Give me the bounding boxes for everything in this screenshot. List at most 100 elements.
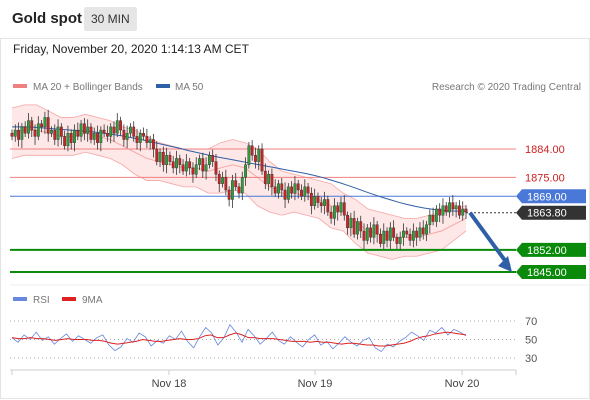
candle-body [448, 202, 451, 213]
ma50-legend-swatch [156, 84, 170, 88]
candle-body [247, 145, 251, 165]
candle-body [326, 199, 330, 213]
candle [119, 116, 122, 136]
candle-body [379, 233, 382, 244]
candle-body [217, 174, 221, 184]
candle-body [23, 126, 27, 134]
candle-body [398, 237, 402, 244]
candle-body [86, 126, 90, 134]
candle-body [388, 227, 392, 241]
candle [234, 172, 238, 191]
candle-body [293, 183, 297, 194]
candle [336, 201, 340, 221]
candle [79, 119, 83, 142]
candle [46, 109, 50, 142]
candle-body [79, 123, 83, 137]
ma50-legend-label: MA 50 [175, 82, 204, 93]
candle-body [178, 158, 182, 165]
level-label-text: 1863.80 [527, 208, 567, 220]
candle-body [20, 126, 24, 140]
candle-body [349, 218, 353, 229]
candle [385, 227, 389, 248]
candle-body [405, 230, 409, 235]
level-label-text: 1869.00 [527, 191, 567, 203]
candle [444, 201, 448, 216]
candle [240, 171, 244, 201]
candle-body [122, 129, 126, 140]
candle [138, 129, 142, 152]
x-axis: Nov 18 Nov 19 Nov 20 [11, 370, 517, 390]
candle-body [458, 205, 461, 216]
candle-body [201, 158, 205, 172]
candle [155, 141, 159, 166]
candle-body [129, 126, 132, 134]
candle [405, 227, 409, 238]
candle-body [36, 123, 40, 137]
level-label-text: 1852.00 [527, 245, 567, 257]
candle-body [138, 133, 142, 143]
candle [86, 119, 90, 142]
candle [194, 157, 198, 179]
candle-body [431, 215, 435, 222]
candle-body [161, 151, 165, 165]
candle [132, 121, 136, 142]
candle [33, 124, 37, 145]
candle [461, 201, 465, 221]
rsi-tick-label: 30 [525, 353, 537, 365]
candle-body [10, 133, 14, 137]
candle [244, 157, 247, 186]
instrument-title: Gold spot [12, 10, 82, 27]
candle [329, 206, 333, 224]
candle-body [227, 189, 231, 200]
candle [237, 183, 241, 199]
timeframe-button[interactable]: 30 MIN [84, 7, 137, 31]
candle-body [421, 227, 425, 235]
candle-body [237, 186, 241, 194]
candle-body [296, 183, 300, 191]
candle [454, 201, 458, 218]
candle-body [171, 161, 175, 169]
level-label-1852.00: 1852.00 [516, 242, 586, 257]
candle-body [411, 230, 415, 241]
candle-body [168, 155, 172, 162]
candle-body [158, 151, 162, 162]
candle [369, 222, 372, 243]
candle [441, 198, 445, 224]
candle [438, 203, 442, 223]
candle-body [214, 161, 218, 175]
candle [257, 145, 261, 171]
candle [402, 223, 405, 246]
candle-body [231, 180, 234, 200]
candle-body [418, 227, 422, 238]
candle-body [375, 224, 379, 235]
candle [152, 133, 155, 158]
candle-body [112, 126, 116, 134]
candle [349, 212, 353, 237]
candle [296, 179, 300, 199]
candle [115, 113, 119, 138]
candlesticks [10, 109, 468, 251]
candle-body [270, 174, 274, 188]
candle-body [313, 196, 317, 206]
candle-body [234, 180, 238, 188]
candle [63, 130, 67, 150]
candle-body [329, 211, 333, 219]
level-label-box [516, 242, 586, 257]
candle-body [402, 230, 405, 238]
candle [451, 195, 455, 216]
candle [227, 186, 231, 207]
candle [178, 154, 182, 174]
candle [428, 209, 432, 234]
candle-body [290, 186, 294, 194]
candle-body [356, 221, 359, 235]
copyright-text: Research © 2020 Trading Central [432, 82, 581, 93]
candle-body [464, 208, 468, 213]
candle [191, 162, 195, 183]
candle-body [280, 183, 284, 191]
rsi-ma-legend-swatch [62, 297, 76, 301]
rsi-ma-line [11, 331, 467, 347]
candle [270, 168, 274, 196]
candle-body [99, 129, 103, 143]
candle-body [352, 218, 356, 235]
timestamp: Friday, November 20, 2020 1:14:13 AM CET [13, 42, 249, 56]
